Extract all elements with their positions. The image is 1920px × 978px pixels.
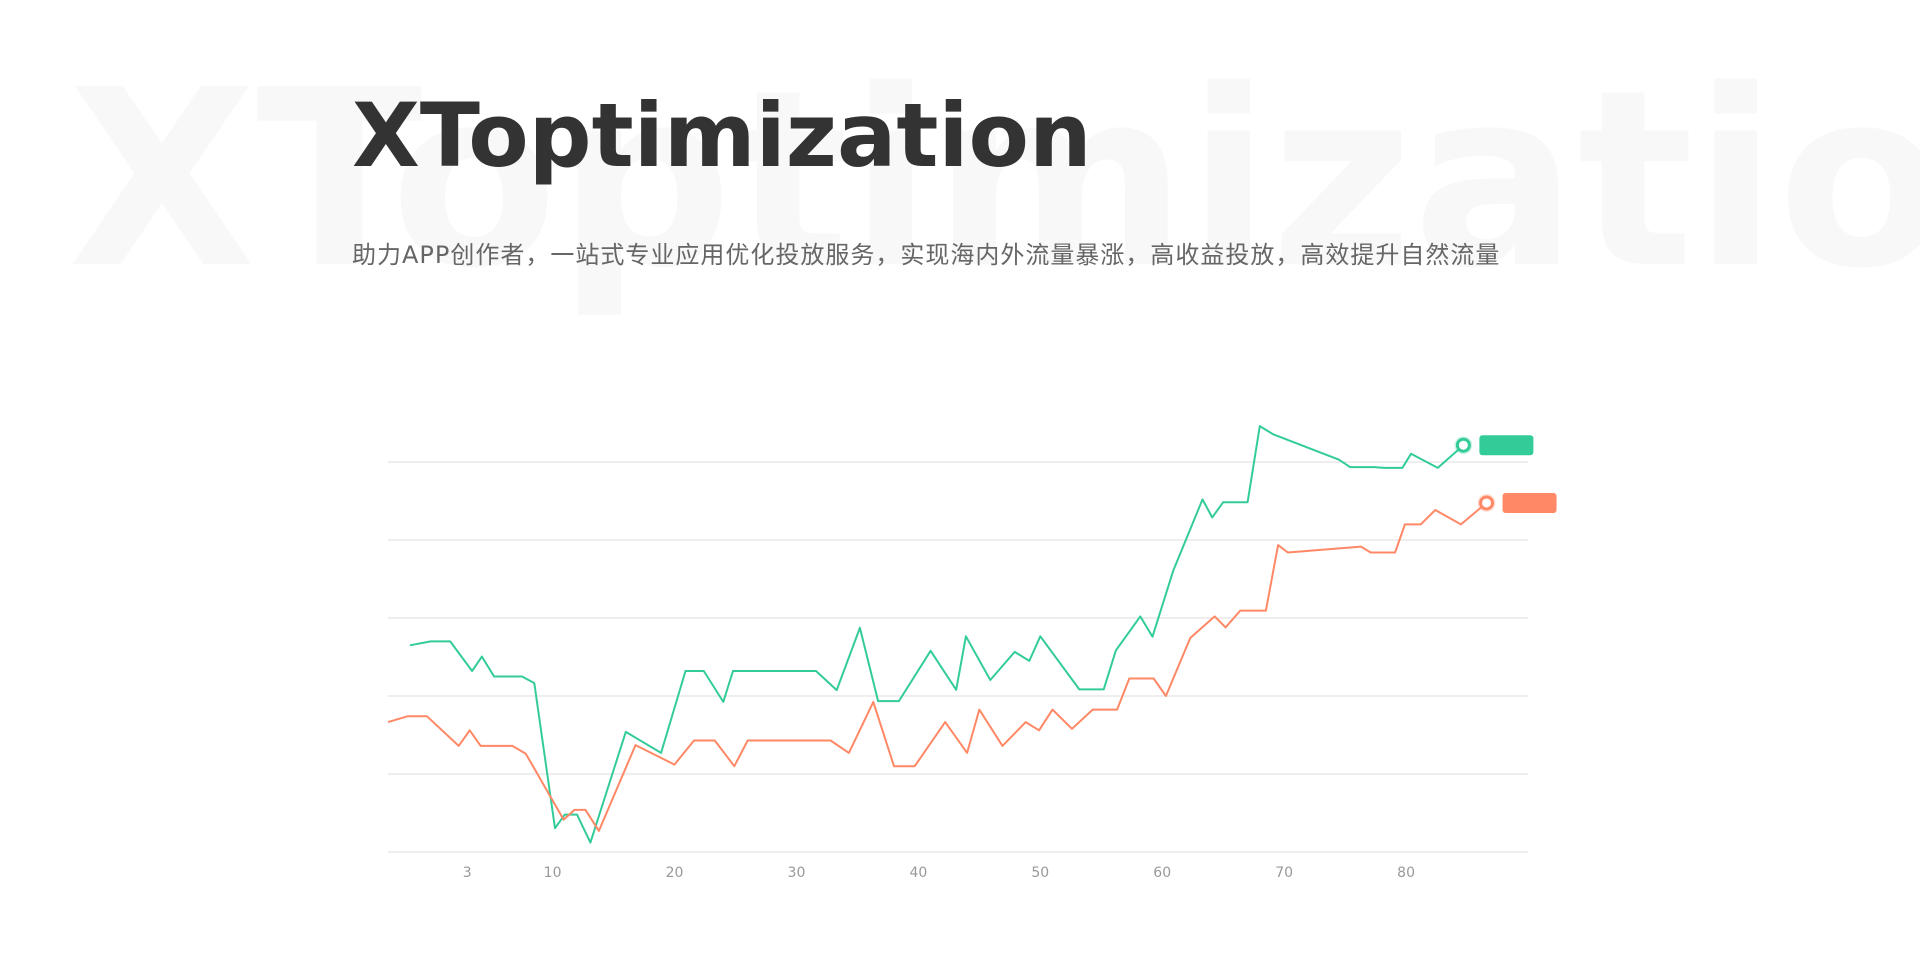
chart-gridlines (388, 461, 1528, 853)
chart-series (387, 425, 1488, 844)
series-end-markers (1454, 435, 1557, 513)
series-end-point-0 (1455, 437, 1471, 453)
x-tick-label: 30 (788, 865, 806, 881)
x-tick-label: 20 (666, 865, 684, 881)
x-axis-ticks: 3 10 20 30 40 50 60 70 80 (463, 865, 1415, 881)
x-tick-label: 80 (1397, 865, 1415, 881)
x-tick-label: 3 (463, 865, 472, 881)
watermark-text: XToptimization (68, 38, 1920, 322)
x-tick-label: 10 (544, 865, 562, 881)
series-end-badge-1 (1502, 492, 1557, 513)
series-line-1 (387, 502, 1488, 832)
x-tick-label: 70 (1275, 865, 1293, 881)
x-tick-label: 50 (1031, 865, 1049, 881)
page-title: XToptimization (352, 84, 1092, 187)
page-subtitle: 助力APP创作者，一站式专业应用优化投放服务，实现海内外流量暴涨，高收益投放，高… (352, 241, 1501, 269)
x-tick-label: 40 (909, 865, 927, 881)
series-line-0 (409, 425, 1465, 844)
series-end-point-1 (1479, 495, 1495, 511)
x-tick-label: 60 (1153, 865, 1171, 881)
series-end-badge-0 (1479, 435, 1534, 456)
